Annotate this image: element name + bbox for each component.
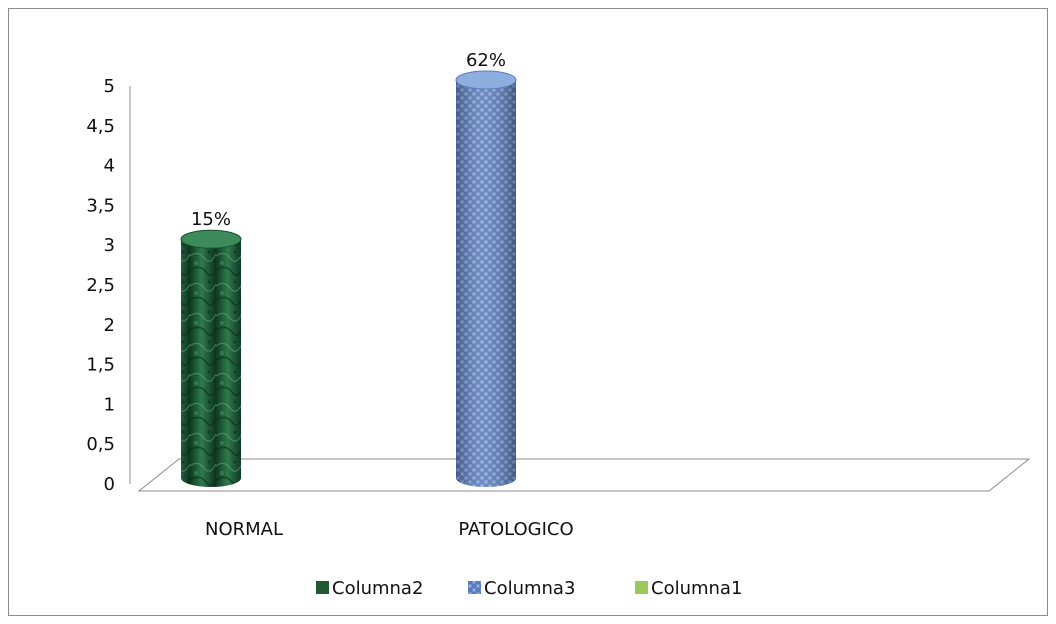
y-tick-label: 5 (104, 76, 115, 97)
x-tick-labels: NORMAL PATOLOGICO (205, 519, 574, 540)
legend-swatch (468, 581, 481, 594)
data-label: 15% (191, 209, 231, 230)
bar-shading (456, 80, 516, 487)
legend-item: Columna3 (468, 578, 575, 599)
chart-frame: 0 0,5 1 1,5 2 2,5 3 3,5 4 4,5 5 15% 62% NORMAL PATOL… (8, 8, 1048, 616)
floor-plane (137, 458, 1031, 492)
y-tick-label: 3,5 (86, 195, 115, 216)
axes (129, 86, 1031, 492)
legend: Columna2 Columna3 Columna1 (316, 578, 742, 599)
y-tick-label: 2 (104, 315, 115, 336)
y-tick-label: 1 (104, 394, 115, 415)
legend-label: Columna1 (651, 578, 742, 599)
y-tick-label: 2,5 (86, 275, 115, 296)
bars: 15% 62% (180, 50, 517, 487)
bar-top (455, 70, 517, 90)
y-tick-labels: 0 0,5 1 1,5 2 2,5 3 3,5 4 4,5 5 (86, 76, 115, 495)
y-tick-label: 0,5 (86, 434, 115, 455)
data-label: 62% (466, 50, 506, 71)
legend-label: Columna3 (484, 578, 575, 599)
y-tick-label: 0 (104, 474, 115, 495)
x-tick-label: PATOLOGICO (458, 519, 573, 540)
legend-item: Columna1 (635, 578, 742, 599)
y-tick-label: 4 (104, 156, 115, 177)
y-tick-label: 3 (104, 235, 115, 256)
y-tick-label: 1,5 (86, 355, 115, 376)
y-tick-label: 4,5 (86, 116, 115, 137)
legend-label: Columna2 (332, 578, 423, 599)
legend-item: Columna2 (316, 578, 423, 599)
bar-top (180, 229, 242, 249)
bar: 15% (180, 209, 242, 487)
bar: 62% (455, 50, 517, 487)
x-tick-label: NORMAL (205, 519, 283, 540)
legend-swatch (316, 581, 329, 594)
bar-body (181, 239, 241, 487)
legend-swatch (635, 581, 648, 594)
